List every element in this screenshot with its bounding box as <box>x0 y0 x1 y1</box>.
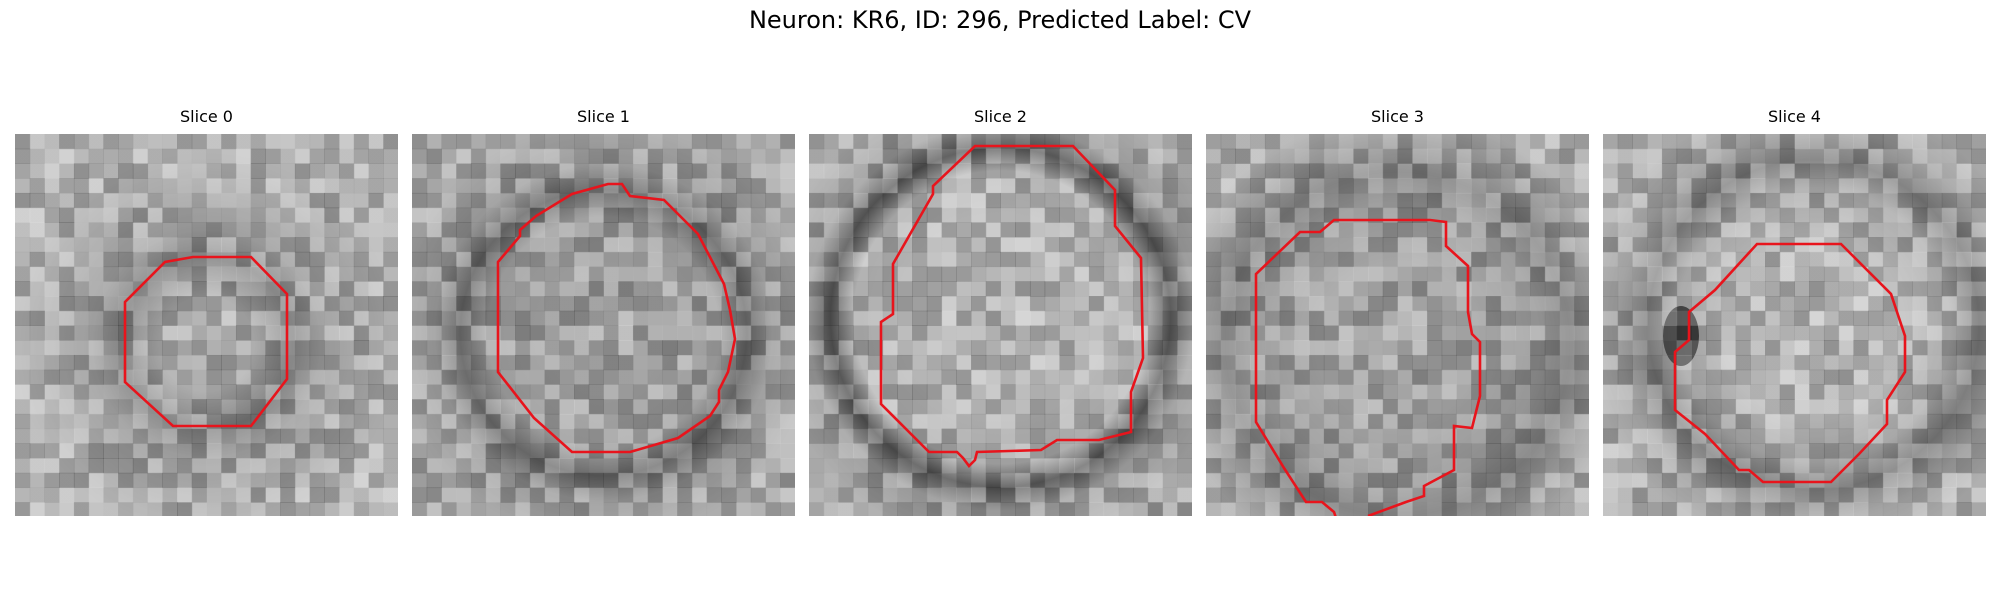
slice-title-1: Slice 1 <box>577 107 630 126</box>
slice-image-3 <box>1206 134 1589 516</box>
slice-image-4 <box>1603 134 1986 516</box>
slice-image-2 <box>809 134 1192 516</box>
slice-title-0: Slice 0 <box>180 107 233 126</box>
slice-title-3: Slice 3 <box>1371 107 1424 126</box>
slice-title-2: Slice 2 <box>974 107 1027 126</box>
slice-panel-1: Slice 1 <box>412 107 795 516</box>
slice-panel-0: Slice 0 <box>15 107 398 516</box>
slice-contour-0 <box>123 255 289 428</box>
slice-contour-2 <box>879 144 1145 468</box>
slice-panel-2: Slice 2 <box>809 107 1192 516</box>
slice-contour-3 <box>1254 218 1482 516</box>
slice-contour-1 <box>496 182 737 454</box>
slice-image-0 <box>15 134 398 516</box>
slice-contour-4 <box>1673 242 1907 484</box>
slice-title-4: Slice 4 <box>1768 107 1821 126</box>
slice-panel-3: Slice 3 <box>1206 107 1589 516</box>
figure-title: Neuron: KR6, ID: 296, Predicted Label: C… <box>748 6 1252 34</box>
slice-panel-4: Slice 4 <box>1603 107 1986 516</box>
slice-image-1 <box>412 134 795 516</box>
